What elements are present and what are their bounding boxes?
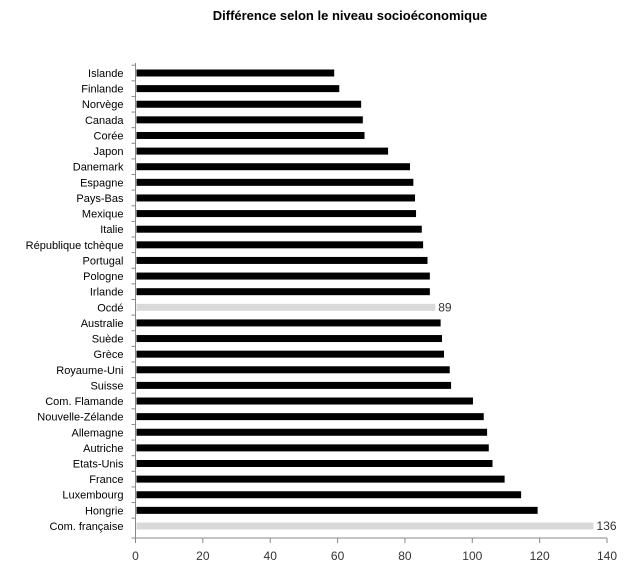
bar	[136, 225, 422, 233]
bar	[136, 319, 441, 327]
bar	[136, 460, 493, 467]
data-label: 89	[438, 300, 452, 314]
category-label: Hongrie	[85, 505, 124, 517]
bar	[136, 256, 428, 264]
category-label: Suède	[92, 334, 124, 346]
bar	[136, 100, 362, 108]
data-label: 136	[597, 519, 617, 533]
x-tick-label: 0	[132, 549, 139, 563]
category-label: Royaume-Uni	[56, 365, 123, 377]
category-label: Italie	[100, 224, 123, 236]
category-label: Nouvelle-Zélande	[37, 412, 123, 424]
category-label: Japon	[94, 146, 124, 158]
category-label: France	[89, 474, 123, 486]
category-label: Australie	[81, 318, 124, 330]
category-label: Grèce	[94, 349, 124, 361]
category-label: Portugal	[83, 255, 124, 267]
category-label: Com. Flamande	[45, 396, 123, 408]
category-label: Finlande	[81, 84, 123, 96]
x-tick-label: 20	[196, 549, 210, 563]
category-label: Allemagne	[72, 427, 124, 439]
category-label: Suisse	[90, 380, 123, 392]
x-tick-label: 100	[462, 549, 482, 563]
x-tick-label: 80	[398, 549, 412, 563]
bar	[136, 491, 522, 499]
x-tick-label: 40	[264, 549, 278, 563]
bar	[136, 335, 442, 343]
category-label: Corée	[94, 130, 124, 142]
category-label: Ocdé	[97, 302, 123, 314]
x-tick-label: 60	[331, 549, 345, 563]
category-label: Espagne	[80, 177, 123, 189]
bar	[136, 194, 416, 202]
chart-title: Différence selon le niveau socioéconomiq…	[212, 8, 488, 23]
bar	[136, 210, 417, 218]
category-label: République tchèque	[26, 240, 124, 252]
bar	[136, 288, 430, 296]
bar	[136, 147, 389, 155]
bar	[136, 241, 424, 249]
category-label: Pays-Bas	[76, 193, 124, 205]
bar	[136, 397, 473, 405]
x-tick-label: 140	[597, 549, 617, 563]
category-label: Autriche	[83, 443, 123, 455]
x-tick-label: 120	[530, 549, 550, 563]
bar	[136, 366, 450, 374]
category-label: Pologne	[83, 271, 123, 283]
category-label: Islande	[88, 68, 123, 80]
bar	[136, 131, 365, 139]
category-label: Luxembourg	[62, 490, 123, 502]
category-label: Norvège	[82, 99, 124, 111]
category-label: Danemark	[73, 162, 124, 174]
category-label: Canada	[85, 115, 124, 127]
bar	[136, 413, 484, 421]
bar	[136, 444, 489, 452]
bar	[136, 163, 410, 171]
bar	[136, 350, 444, 358]
bar	[136, 381, 452, 389]
category-label: Com. française	[50, 521, 124, 533]
bar	[136, 69, 335, 77]
bar	[136, 85, 340, 93]
category-label: Irlande	[90, 287, 124, 299]
bar	[136, 178, 414, 186]
bar	[136, 272, 430, 280]
bar	[136, 428, 488, 436]
bar	[136, 475, 505, 483]
bar	[136, 522, 594, 530]
bar	[136, 303, 436, 311]
bar	[136, 116, 363, 124]
category-label: Etats-Unis	[73, 459, 124, 471]
bar	[136, 506, 538, 514]
category-label: Mexique	[82, 209, 124, 221]
